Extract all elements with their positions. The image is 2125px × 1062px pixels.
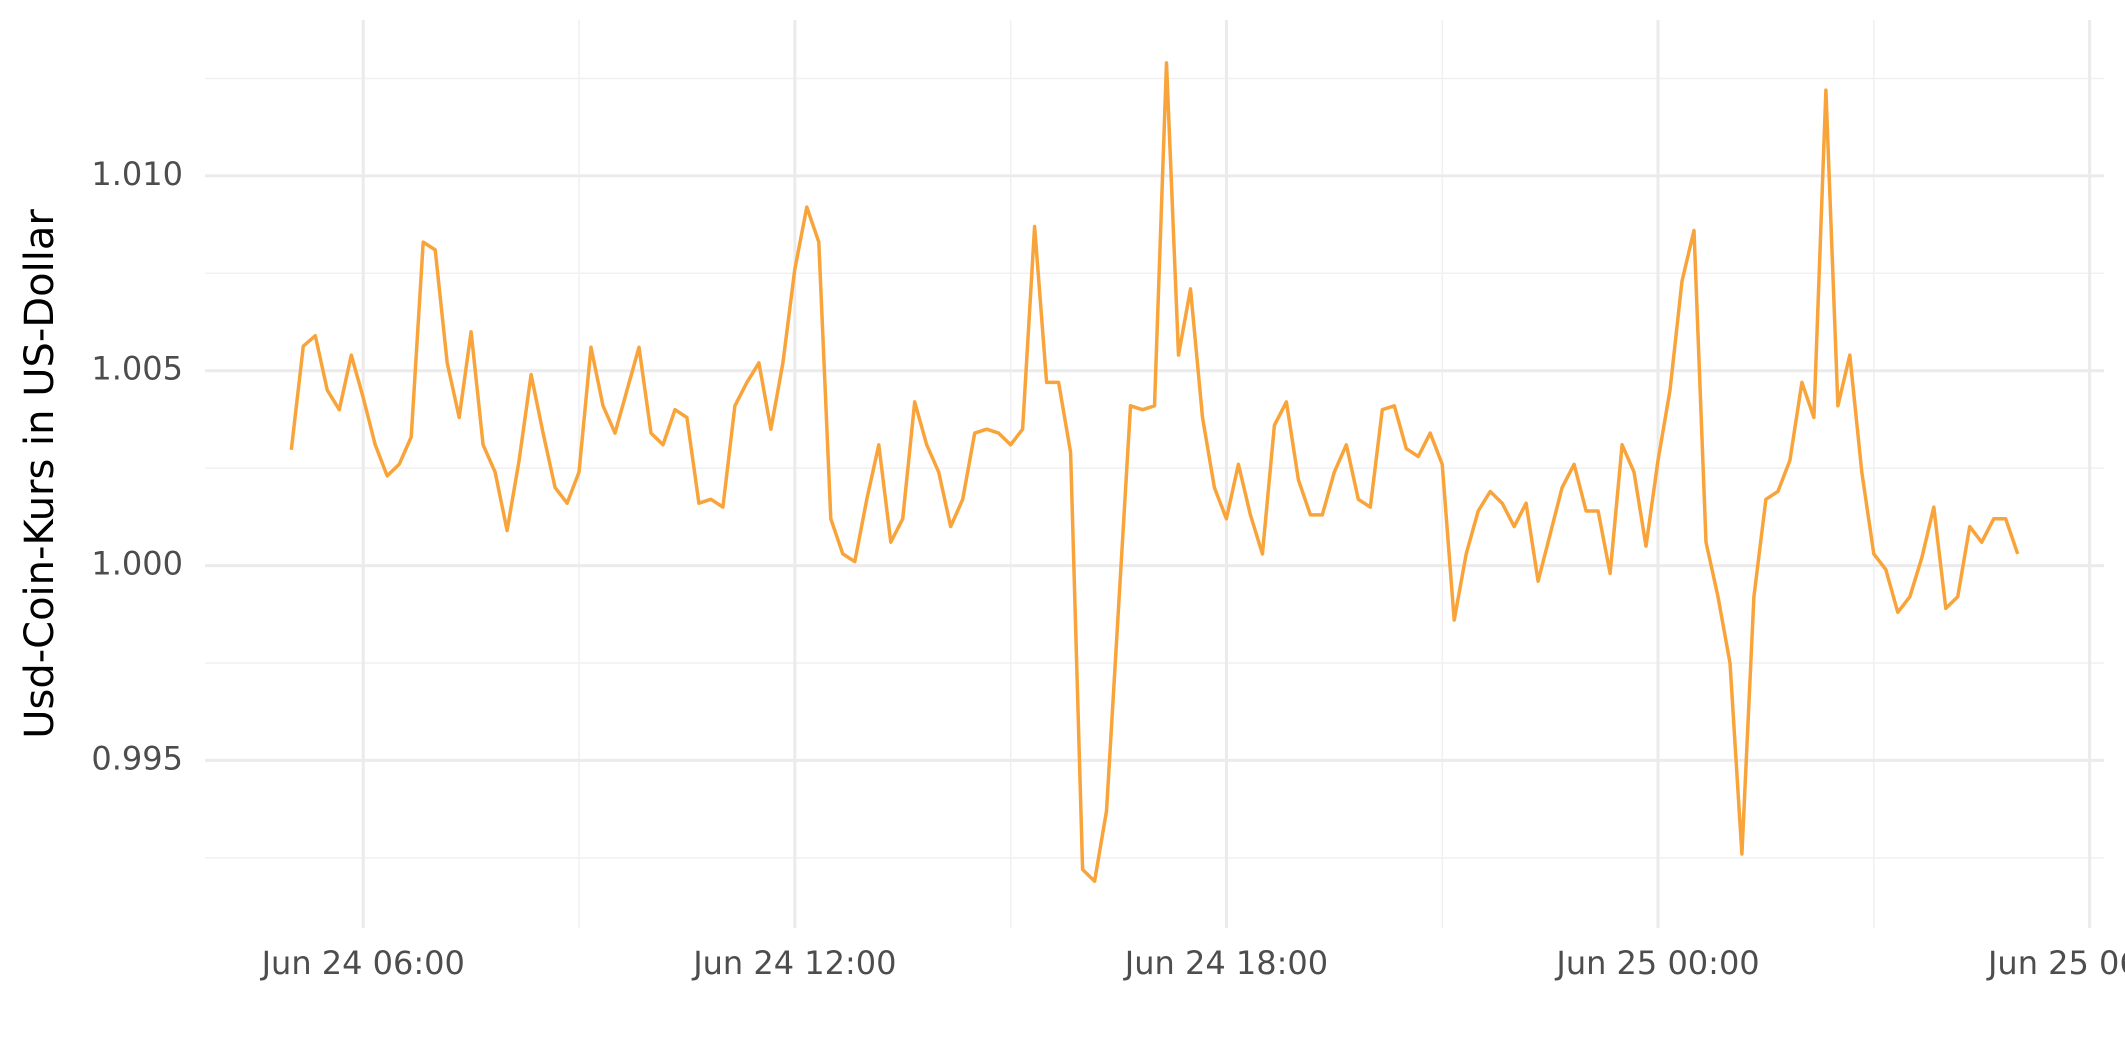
x-tick-label: Jun 25 00:00 [1554,944,1759,982]
y-tick-label: 0.995 [91,739,183,777]
x-tick-label: Jun 24 18:00 [1123,944,1328,982]
price-line [289,61,2020,883]
y-axis-title: Usd-Coin-Kurs in US-Dollar [17,209,63,739]
y-tick-label: 1.010 [91,155,183,193]
x-tick-label: Jun 24 06:00 [260,944,465,982]
y-tick-label: 1.005 [91,350,183,388]
x-tick-label: Jun 24 12:00 [691,944,896,982]
x-tick-label: Jun 25 06:00 [1986,944,2125,982]
y-tick-label: 1.000 [91,545,183,583]
